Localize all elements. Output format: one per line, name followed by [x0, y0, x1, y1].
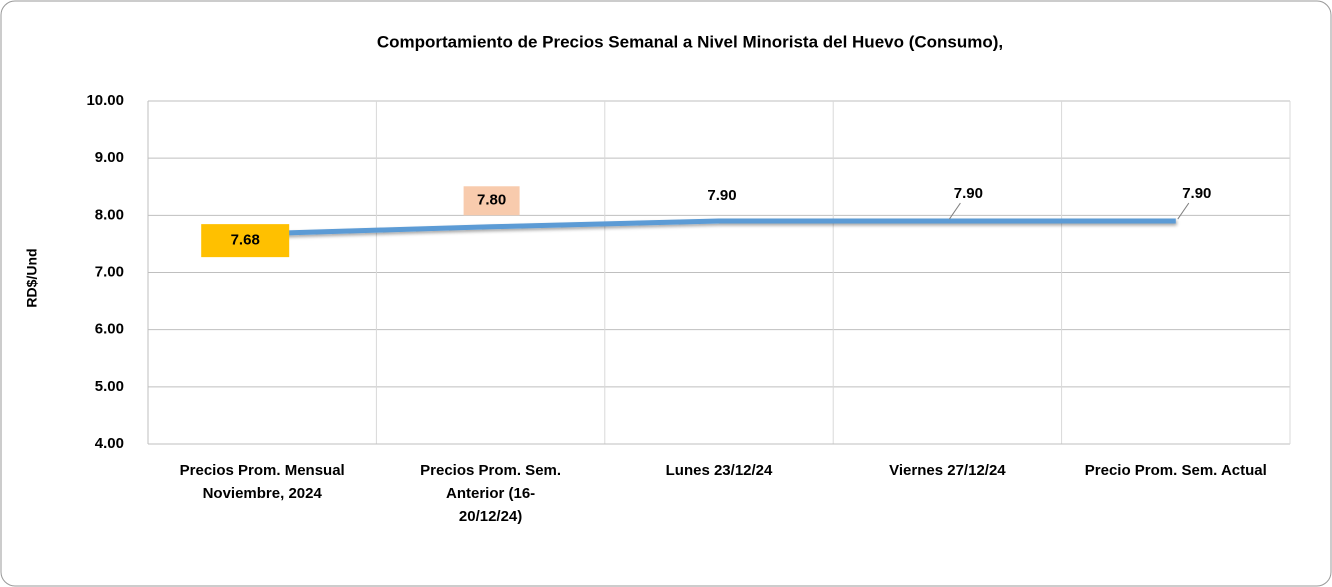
y-tick-label: 9.00	[95, 149, 124, 166]
leader-line	[948, 202, 961, 220]
y-axis-label: RD$/Und	[24, 248, 40, 307]
line	[262, 218, 1176, 237]
y-tick-label: 5.00	[95, 378, 124, 395]
x-tick-label: Noviembre, 2024	[203, 485, 323, 502]
value-label: 7.90	[954, 185, 983, 202]
x-tick-label: Precios Prom. Mensual	[180, 462, 345, 479]
y-tick-label: 4.00	[95, 435, 124, 452]
value-label: 7.68	[231, 232, 260, 249]
x-tick-label: 20/12/24)	[459, 508, 522, 525]
chart-title: Comportamiento de Precios Semanal a Nive…	[377, 32, 1003, 51]
value-label: 7.90	[707, 187, 736, 204]
x-tick-label: Lunes 23/12/24	[666, 462, 773, 479]
x-tick-label: Precio Prom. Sem. Actual	[1085, 462, 1267, 479]
y-tick-label: 10.00	[86, 92, 124, 109]
y-tick-label: 8.00	[95, 206, 124, 223]
value-label: 7.90	[1182, 185, 1211, 202]
value-label-box	[463, 186, 520, 216]
leader-line	[1177, 202, 1190, 220]
x-tick-label: Viernes 27/12/24	[889, 462, 1006, 479]
x-tick-label: Anterior (16-	[446, 485, 535, 502]
value-label: 7.80	[477, 192, 506, 209]
value-label-box	[201, 224, 290, 258]
y-tick-label: 7.00	[95, 263, 124, 280]
x-tick-label: Precios Prom. Sem.	[420, 462, 561, 479]
y-tick-label: 6.00	[95, 321, 124, 338]
